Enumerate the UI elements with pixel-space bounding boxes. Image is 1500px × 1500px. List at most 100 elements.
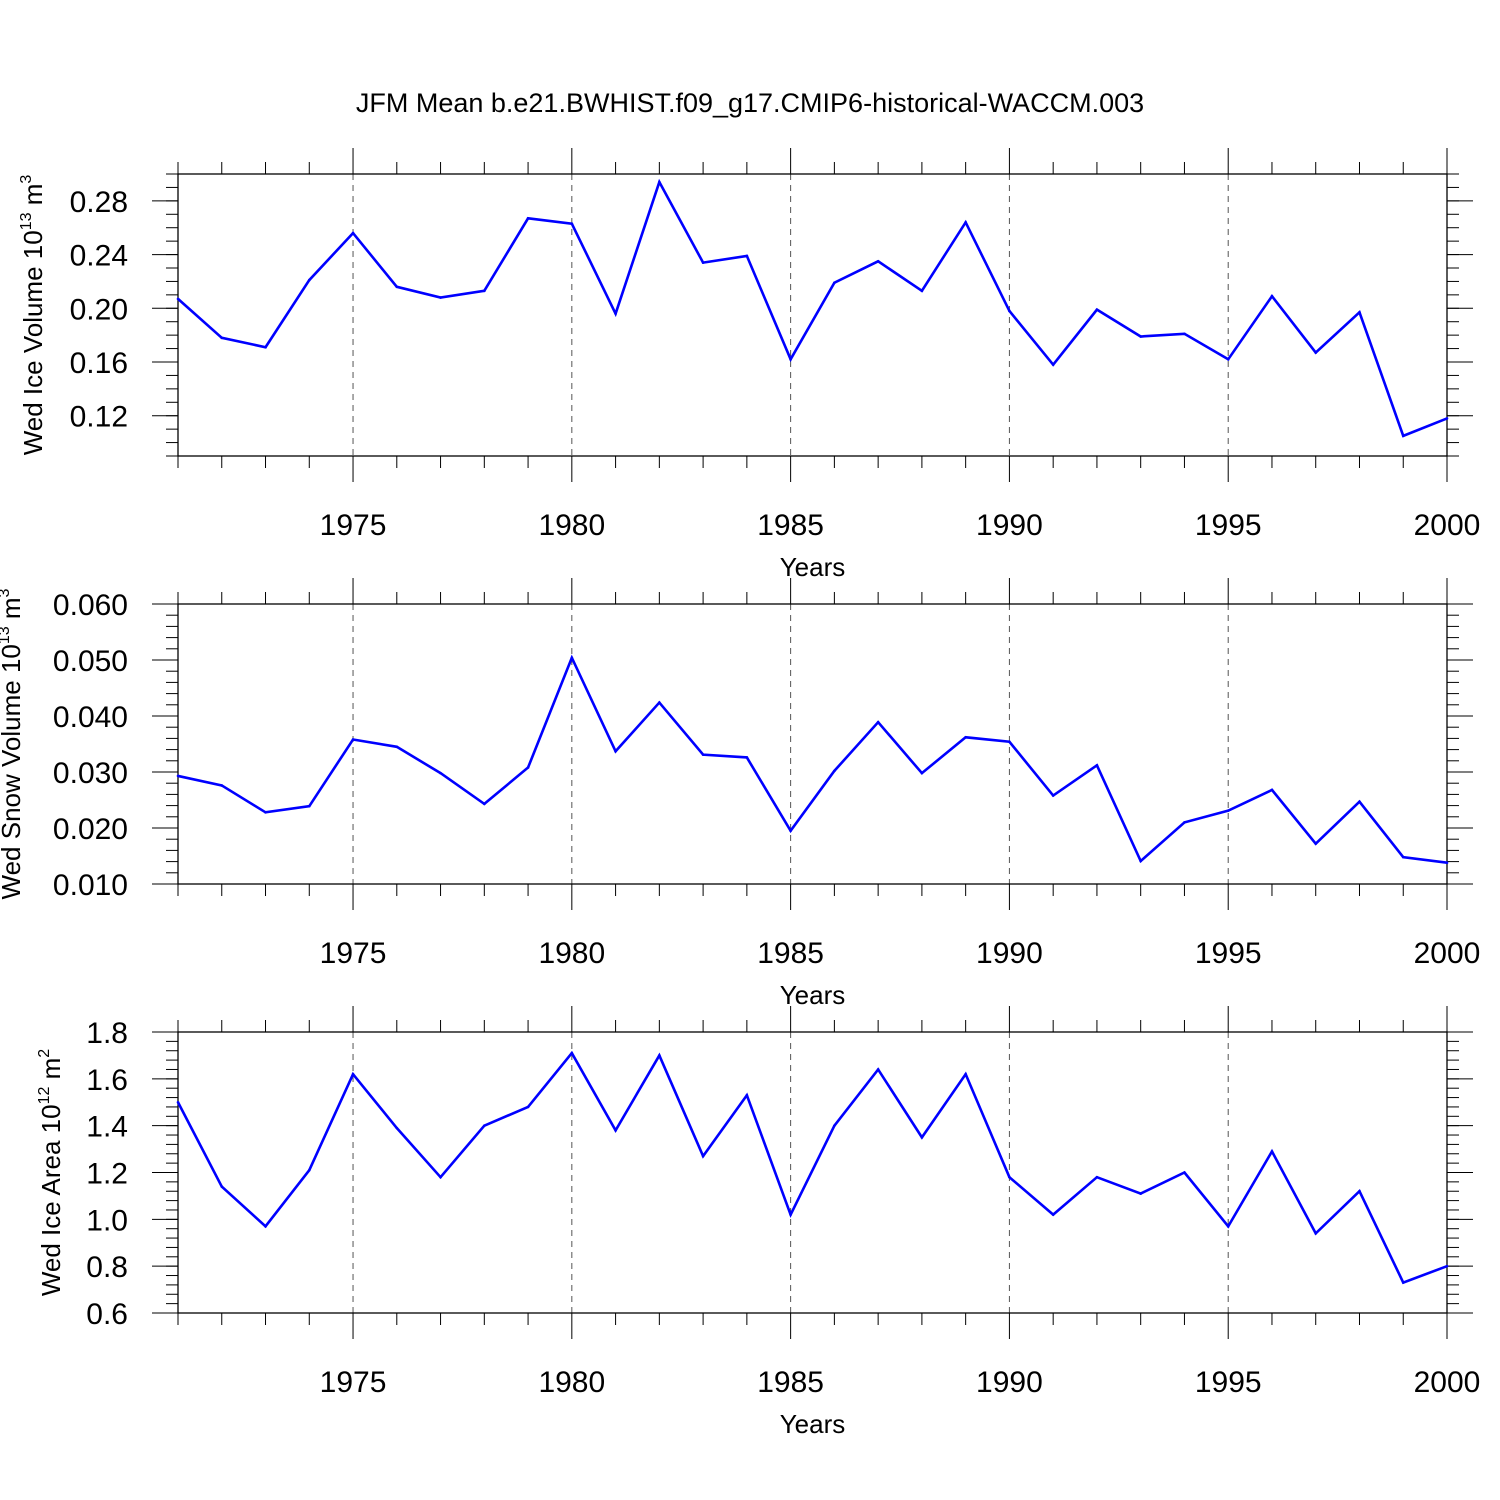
data-point-1981 [614, 749, 617, 753]
x-tick-label: 1990 [976, 1366, 1043, 1399]
x-axis-label: Years [780, 980, 846, 1010]
data-point-1973 [264, 345, 267, 349]
data-point-1985 [789, 1213, 792, 1216]
data-point-1994 [1183, 332, 1186, 336]
x-axis-label: Years [780, 552, 846, 582]
data-point-1999 [1401, 1281, 1405, 1284]
data-point-1997 [1314, 351, 1318, 354]
data-point-1978 [483, 1124, 486, 1127]
y-tick-label: 0.030 [53, 757, 128, 790]
data-point-1978 [483, 802, 486, 806]
x-tick-label: 1975 [320, 1366, 387, 1399]
data-point-1989 [964, 735, 967, 739]
data-point-1977 [439, 1175, 442, 1179]
data-point-1996 [1270, 788, 1274, 792]
x-tick-label: 1990 [976, 937, 1043, 970]
x-tick-label: 1980 [538, 509, 605, 542]
data-point-1974 [307, 804, 311, 808]
data-point-1988 [920, 1136, 924, 1139]
data-point-1995 [1226, 809, 1230, 812]
x-tick-label: 1995 [1195, 509, 1262, 542]
data-point-1976 [395, 285, 399, 289]
series-line-1 [176, 1050, 1448, 1285]
x-tick-label: 1995 [1195, 1366, 1262, 1399]
x-tick-label: 1975 [320, 509, 387, 542]
data-point-1975 [351, 738, 355, 741]
plot-frame [177, 603, 1448, 885]
y-tick-label: 0.050 [53, 645, 128, 678]
y-tick-label: 1.8 [86, 1017, 128, 1050]
data-point-1979 [526, 217, 530, 220]
y-label-exponent: 12 [36, 1087, 53, 1105]
y-axis-label: Wed Ice Area 1012 m2 [36, 1049, 66, 1296]
data-point-1979 [526, 766, 530, 769]
data-point-1983 [701, 1154, 705, 1158]
data-point-1992 [1095, 1175, 1099, 1179]
data-point-1992 [1095, 308, 1099, 311]
series-line-1 [177, 178, 1448, 438]
data-point-1982 [658, 701, 661, 704]
y-label-unit: m [36, 1058, 66, 1087]
x-tick-label: 1980 [538, 937, 605, 970]
data-point-1987 [876, 1068, 880, 1071]
data-point-1982 [658, 180, 661, 184]
x-tick-label: 2000 [1414, 1366, 1481, 1399]
plot-frame [177, 173, 1448, 457]
data-point-1999 [1401, 434, 1405, 438]
data-point-1984 [745, 756, 749, 759]
data-point-1980 [570, 656, 574, 660]
data-point-1990 [1008, 1175, 1011, 1179]
data-point-1992 [1095, 763, 1099, 767]
data-point-1999 [1401, 855, 1405, 859]
y-label-exponent: 13 [0, 626, 13, 644]
y-tick-label: 0.020 [53, 813, 128, 846]
y-tick-label: 0.6 [86, 1298, 128, 1331]
data-point-1994 [1183, 821, 1186, 824]
y-label-main: Wed Snow Volume 10 [0, 644, 26, 899]
data-point-1972 [220, 784, 224, 787]
y-tick-label: 1.0 [86, 1204, 128, 1237]
data-point-1983 [701, 261, 705, 264]
data-point-1997 [1314, 1232, 1318, 1235]
data-point-1995 [1226, 358, 1230, 361]
x-tick-label: 1990 [976, 509, 1043, 542]
data-point-2000 [1445, 1264, 1449, 1268]
y-label-unit-exponent: 2 [36, 1049, 53, 1058]
y-tick-label: 0.010 [53, 869, 128, 902]
y-axis-label: Wed Snow Volume 1013 m3 [0, 588, 26, 899]
y-tick-label: 0.24 [70, 240, 128, 273]
y-label-exponent: 13 [18, 212, 35, 230]
panel-2: 0.010 0.020 0.030 0.040 0.050 0.060 1975 1980 19… [0, 578, 1480, 1010]
data-point-1987 [876, 720, 880, 724]
data-point-2000 [1445, 861, 1449, 865]
y-tick-label: 0.040 [53, 701, 128, 734]
y-tick-label: 1.2 [86, 1158, 128, 1191]
y-tick-label: 0.28 [70, 186, 128, 219]
y-tick-label: 1.6 [86, 1064, 128, 1097]
data-point-1993 [1139, 335, 1142, 338]
data-point-1991 [1051, 363, 1055, 366]
series-line-1 [177, 654, 1448, 865]
data-point-1987 [876, 259, 880, 263]
data-point-1988 [920, 771, 924, 775]
data-point-1971 [176, 297, 180, 301]
data-point-1994 [1183, 1171, 1186, 1174]
data-point-1986 [833, 281, 836, 285]
data-point-1993 [1139, 1192, 1142, 1195]
data-point-1975 [351, 1072, 355, 1076]
data-point-1976 [395, 1126, 399, 1130]
panels: 0.12 0.16 0.20 0.24 0.28 1975 1980 1985 1990 1995… [0, 148, 1480, 1439]
data-point-2000 [1445, 417, 1449, 420]
data-point-1972 [220, 1185, 224, 1188]
data-point-1983 [701, 753, 705, 756]
data-point-1980 [570, 222, 574, 225]
data-point-1980 [570, 1051, 574, 1055]
y-label-main: Wed Ice Volume 10 [18, 230, 48, 455]
data-point-1984 [745, 1093, 749, 1097]
y-tick-label: 0.060 [53, 589, 128, 622]
data-point-1986 [833, 1124, 836, 1127]
data-point-1997 [1314, 842, 1318, 845]
data-point-1972 [220, 336, 224, 340]
data-point-1985 [789, 358, 792, 361]
data-point-1991 [1051, 794, 1055, 797]
